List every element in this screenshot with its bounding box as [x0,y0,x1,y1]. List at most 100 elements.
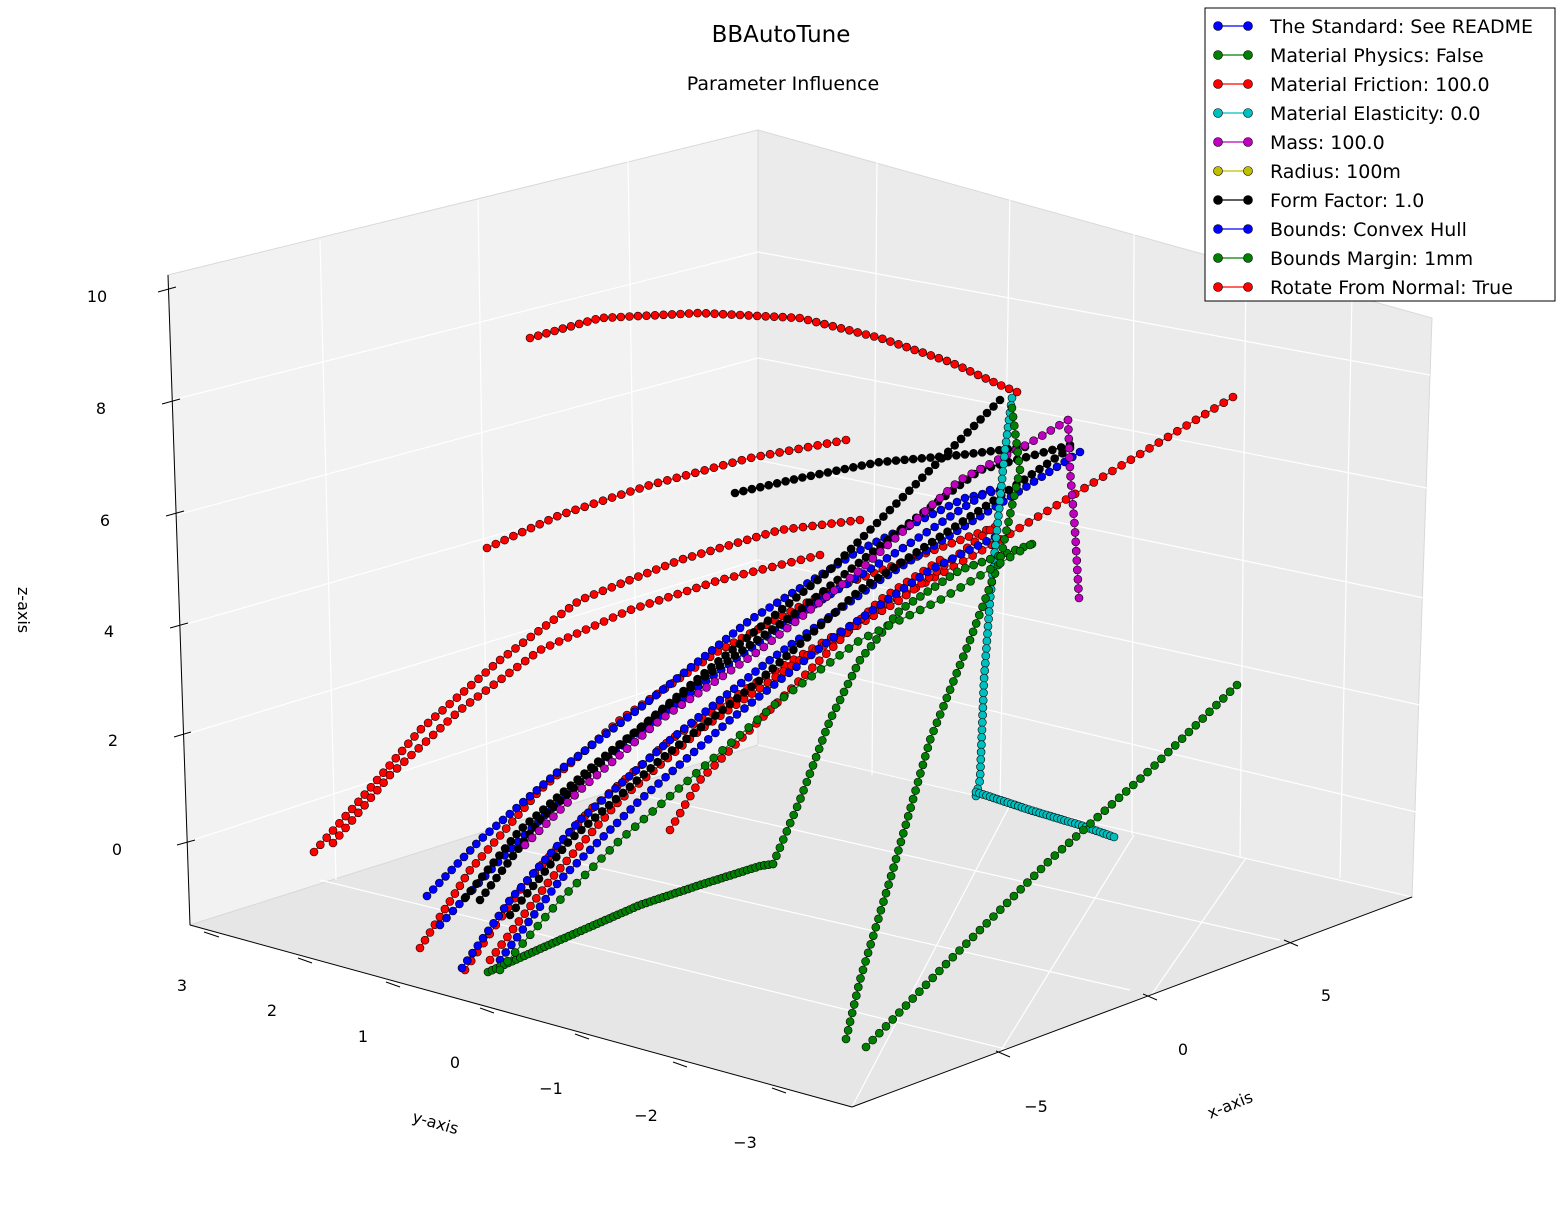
data-point [526,523,536,533]
data-point [674,740,684,749]
data-point [829,586,839,595]
data-point [943,486,952,496]
data-point [803,315,813,325]
data-point [536,815,545,824]
data-point [1009,491,1019,501]
data-point [541,621,551,630]
data-point [817,736,827,745]
data-point [872,635,881,644]
data-point [879,512,888,521]
data-point [1219,398,1228,408]
data-point [528,869,538,878]
data-point [1079,825,1088,835]
data-point [617,778,627,787]
data-point [805,769,815,779]
data-point [599,617,609,626]
data-point [700,465,709,475]
data-point [510,889,520,899]
data-point [604,790,614,799]
data-point [941,959,951,969]
data-point [1073,574,1083,584]
data-point [481,888,490,898]
data-point [615,750,624,760]
data-point [1011,482,1021,492]
data-point [995,395,1005,405]
data-point [958,474,968,483]
data-point [630,707,640,717]
data-point [976,570,985,580]
data-point [729,572,739,581]
data-point [587,827,597,837]
data-point [545,774,555,783]
data-point [1035,464,1044,474]
data-point [642,568,652,578]
data-point [952,497,962,507]
data-point [789,810,799,820]
data-point [495,965,505,975]
data-point [1150,761,1159,770]
data-point [645,753,654,763]
data-point [789,523,798,533]
legend-label: Bounds Margin: 1mm [1270,248,1473,270]
data-point [709,463,719,473]
data-point [540,867,550,876]
data-point [845,622,854,631]
legend-marker [1243,195,1253,205]
data-point [701,707,710,716]
data-point [672,729,682,739]
data-point [1020,441,1030,450]
data-point [442,913,451,923]
data-point [840,464,850,474]
data-point [557,609,566,619]
data-point [969,421,979,431]
data-point [930,522,939,532]
data-point [546,859,555,869]
data-point [956,535,965,545]
data-point [1011,430,1020,439]
data-point [973,506,983,516]
legend-entry: Radius: 100m [1213,161,1401,183]
data-point [613,837,623,847]
data-point [853,538,862,547]
data-point [1173,426,1182,436]
data-point [1004,485,1014,495]
data-point [503,859,512,868]
data-point [891,854,901,864]
data-point [960,563,970,573]
data-point [1200,409,1210,419]
data-point [579,852,588,861]
legend-entry: Material Elasticity: 0.0 [1213,103,1480,125]
legend-label: Material Friction: 100.0 [1270,74,1490,96]
data-point [672,674,682,683]
data-point [1061,495,1071,504]
data-point [772,478,782,488]
data-point [1007,500,1017,509]
data-point [962,644,972,653]
data-point [644,481,654,490]
data-point [828,321,838,331]
data-point [466,886,476,896]
data-point [844,595,853,605]
legend-marker [1243,253,1253,263]
data-point [808,521,817,531]
data-point [416,724,426,734]
data-point [533,921,543,931]
data-point [520,909,530,919]
data-point [592,838,602,848]
data-point [756,622,766,631]
data-point [679,668,689,678]
data-point [462,956,472,965]
data-point [1012,387,1022,397]
data-point [823,468,833,477]
data-point [489,858,498,867]
data-point [385,761,394,770]
data-point [662,475,672,485]
data-point [958,517,968,526]
data-point [556,895,565,904]
data-point [735,639,745,649]
legend-marker [1243,224,1253,234]
data-point [765,449,775,459]
data-point [886,337,895,346]
data-point [648,807,658,816]
data-point [778,835,788,844]
